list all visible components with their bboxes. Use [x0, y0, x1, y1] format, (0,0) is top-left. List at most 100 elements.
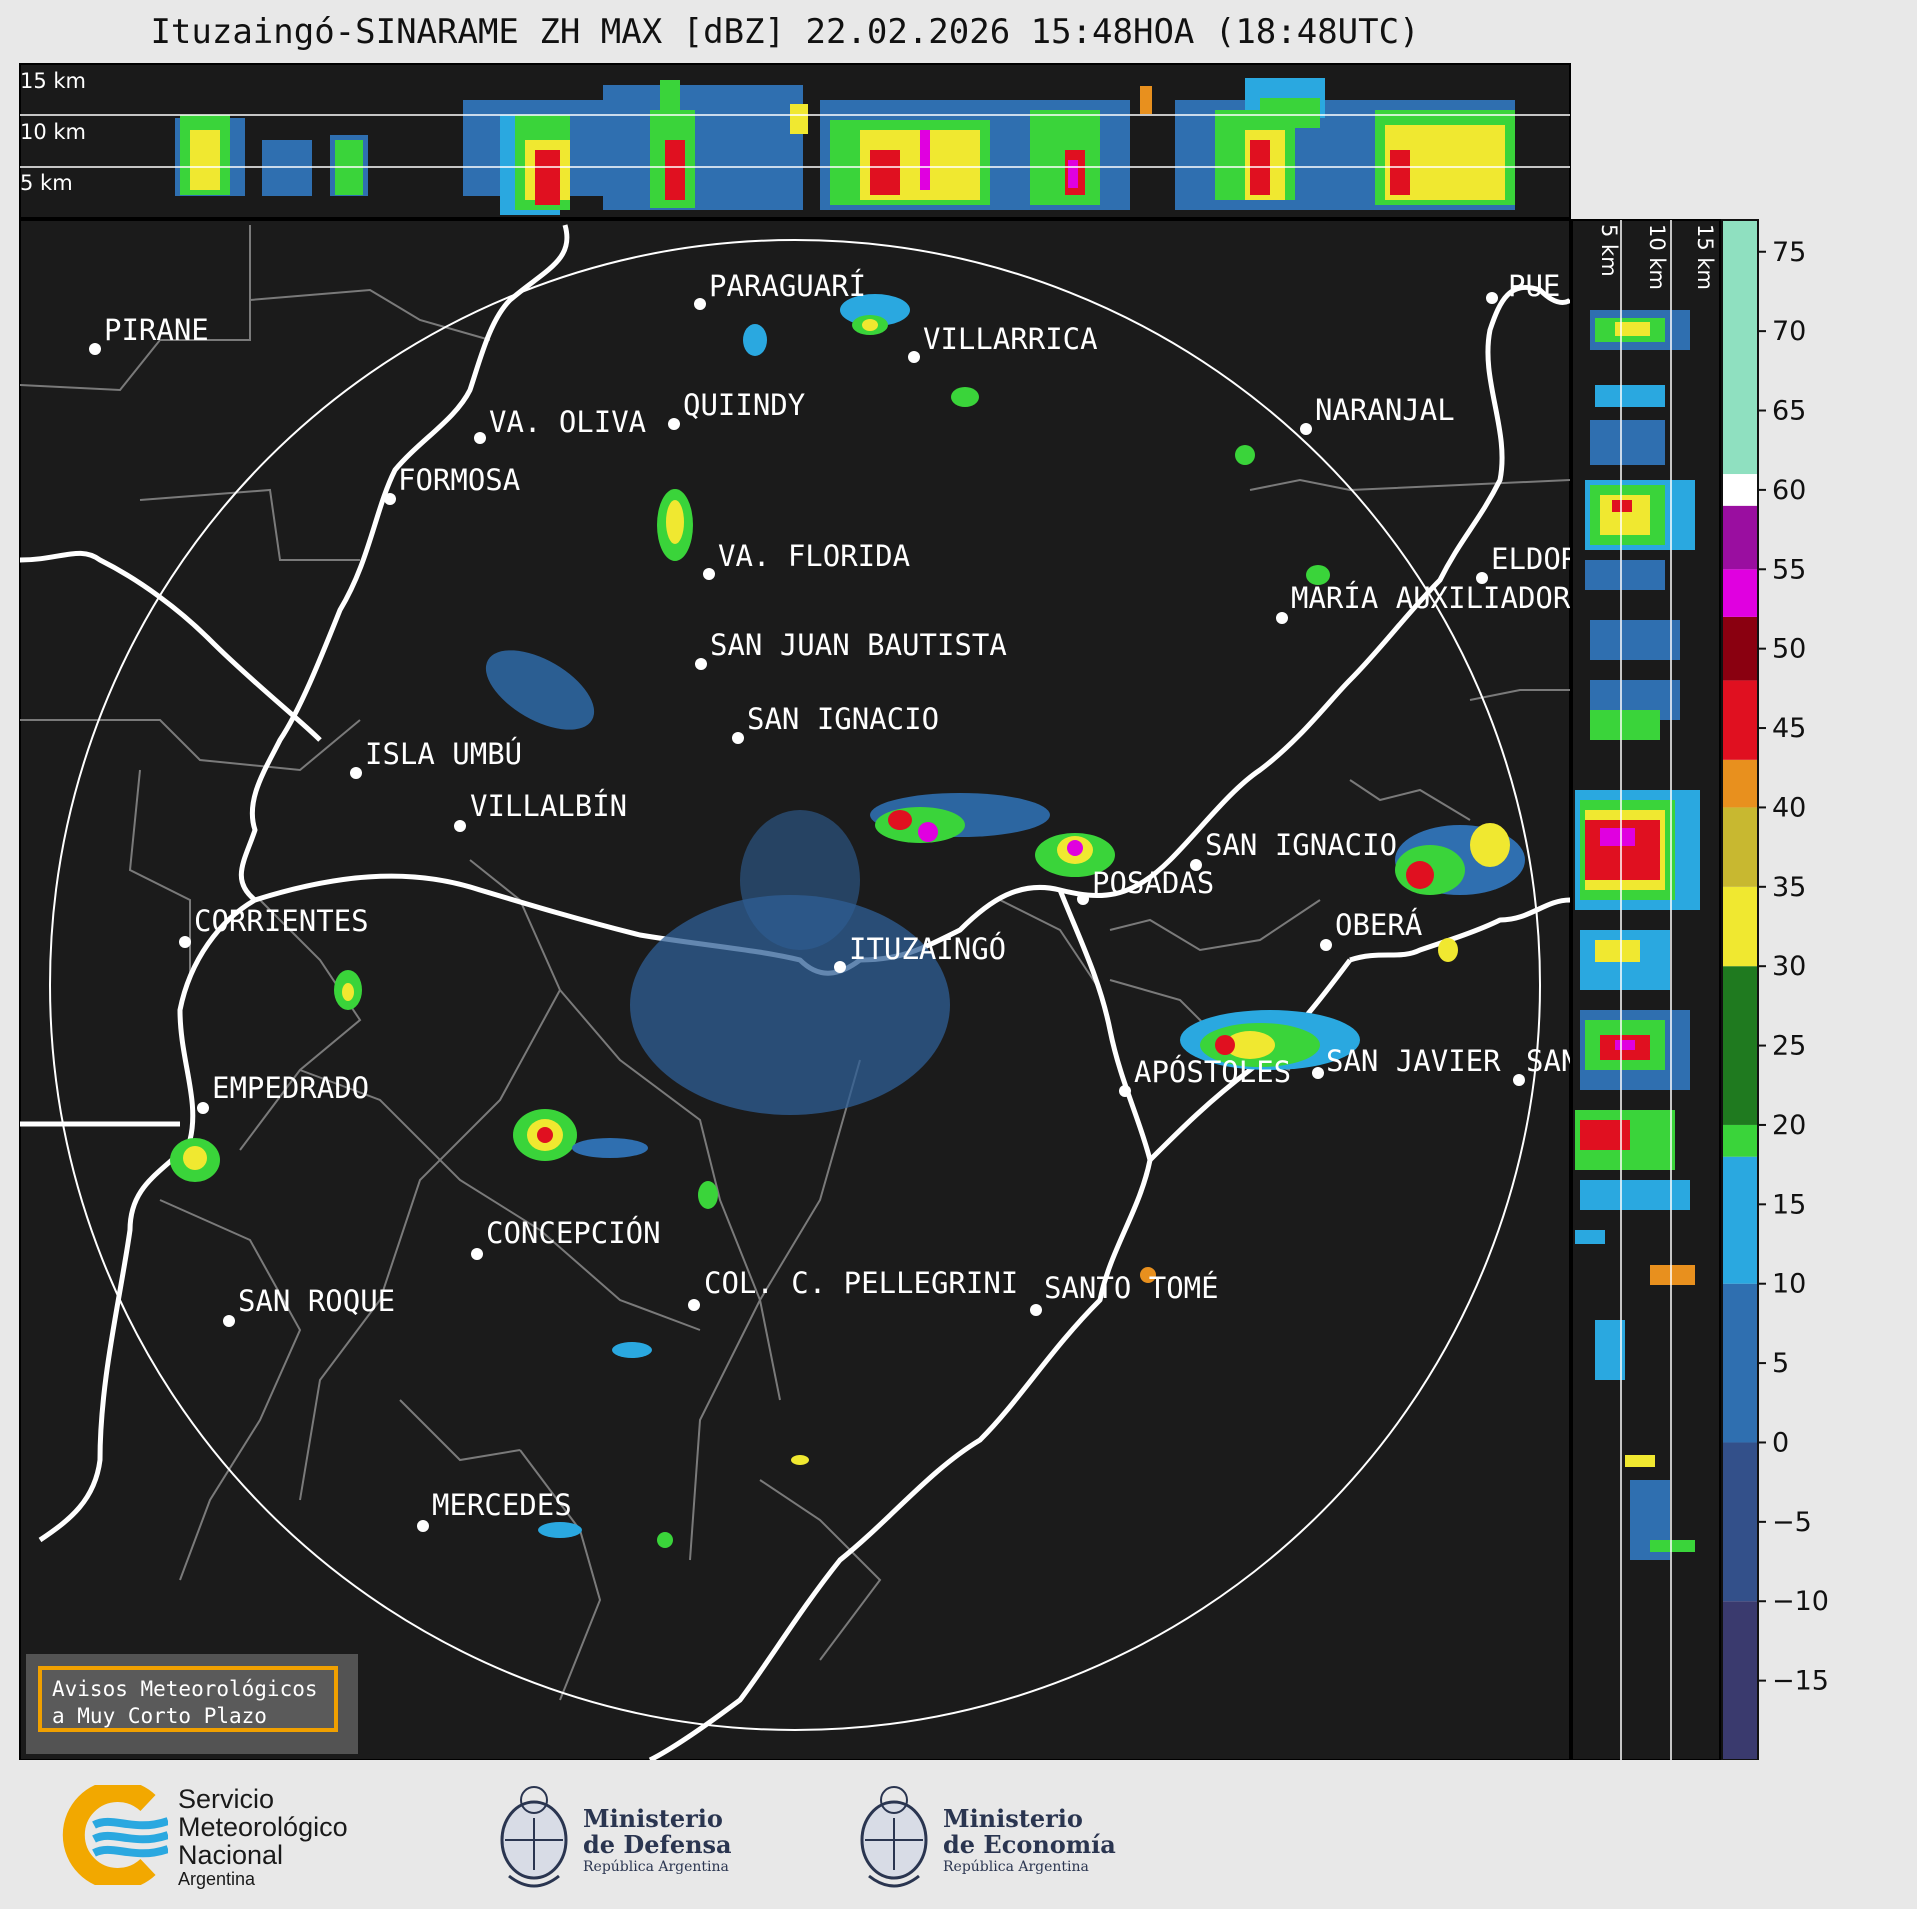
city-label: SAN JUAN BAUTISTA [710, 628, 1007, 662]
radar-range-ring [49, 239, 1541, 1731]
colorbar-tick-label: 55 [1772, 554, 1806, 585]
colorbar-segment [1722, 505, 1758, 570]
city-label: PIRANE [104, 313, 209, 347]
economia-line-2: de Economía [943, 1830, 1116, 1859]
city-label: VILLARRICA [923, 322, 1098, 356]
side-profile-echoes [1575, 310, 1700, 1560]
colorbar-segment [1722, 616, 1758, 681]
colorbar-tick-label: 10 [1772, 1269, 1806, 1300]
city-label: FORMOSA [398, 463, 520, 497]
defensa-line-3: República Argentina [583, 1859, 729, 1875]
city-markers [89, 292, 1525, 1532]
colorbar-segment [1722, 807, 1758, 887]
city-label: QUIINDY [683, 388, 805, 422]
city-labels: PARAGUARÍ PIRANE VILLARRICA QUIINDY VA. … [104, 269, 1579, 1522]
economia-logo: Ministerio de Economía República Argenti… [855, 1778, 1135, 1896]
city-label: VA. FLORIDA [718, 539, 910, 573]
city-label: ITUZAINGÓ [849, 932, 1006, 966]
smn-logo: Servicio Meteorológico Nacional Argentin… [58, 1785, 398, 1895]
city-label: ELDOR [1491, 542, 1579, 576]
city-label: SAN ROQUE [238, 1284, 395, 1318]
colorbar-tick-label: −5 [1772, 1507, 1812, 1538]
colorbar-tick-label: 35 [1772, 872, 1806, 903]
rivers-and-borders [20, 224, 1570, 1760]
colorbar-tick-label: −15 [1772, 1666, 1829, 1697]
colorbar-tick-label: 20 [1772, 1110, 1806, 1141]
radar-figure: 15 km 10 km 5 km [19, 63, 1829, 1760]
city-label: APÓSTOLES [1134, 1055, 1291, 1089]
colorbar-tick-label: 70 [1772, 316, 1806, 347]
smn-line-3: Nacional [178, 1840, 284, 1870]
city-label: PARAGUARÍ [709, 269, 866, 303]
colorbar-tick-label: 45 [1772, 713, 1806, 744]
colorbar-tick-label: 25 [1772, 1031, 1806, 1062]
economia-line-3: República Argentina [943, 1859, 1089, 1875]
colorbar-tick-label: 50 [1772, 634, 1806, 665]
city-label: CONCEPCIÓN [486, 1216, 661, 1250]
colorbar-segment [1722, 759, 1758, 808]
page-title: Ituzaingó-SINARAME ZH MAX [dBZ] 22.02.20… [150, 12, 1420, 52]
colorbar-segment [1722, 1156, 1758, 1284]
colorbar-segment [1722, 474, 1758, 506]
national-coat-of-arms-icon [500, 1786, 568, 1888]
colorbar-segment [1722, 886, 1758, 967]
top-height-label-15km: 15 km [20, 69, 86, 93]
colorbar-segment [1722, 966, 1758, 1125]
colorbar-tick-label: 0 [1772, 1427, 1789, 1458]
radar-map: PARAGUARÍ PIRANE VILLARRICA QUIINDY VA. … [19, 219, 1579, 1760]
side-height-label-10km: 10 km [1645, 224, 1669, 290]
city-label: EMPEDRADO [212, 1071, 369, 1105]
national-coat-of-arms-icon [860, 1786, 928, 1888]
city-label: SAN IGNACIO [1205, 828, 1397, 862]
smn-line-2: Meteorológico [178, 1812, 348, 1842]
side-height-label-15km: 15 km [1693, 224, 1717, 290]
colorbar-segment [1722, 1124, 1758, 1157]
side-height-label-5km: 5 km [1597, 224, 1621, 277]
colorbar-segment [1722, 680, 1758, 760]
colorbar-segment [1722, 569, 1758, 617]
colorbar-segment [1722, 220, 1758, 475]
city-label: POSADAS [1092, 866, 1214, 900]
city-label: VA. OLIVA [489, 405, 646, 439]
notice-line-1: Avisos Meteorológicos [52, 1677, 318, 1701]
colorbar-segment [1722, 1442, 1758, 1602]
city-label: ISLA UMBÚ [365, 737, 522, 771]
colorbar-segment [1722, 1283, 1758, 1443]
city-label: SAN JAVIER [1326, 1044, 1501, 1078]
smn-emblem-icon [62, 1785, 168, 1885]
top-height-profile: 15 km 10 km 5 km [19, 63, 1571, 219]
colorbar-tick-label: 40 [1772, 792, 1806, 823]
colorbar-tick-label: 75 [1772, 237, 1806, 268]
city-label: VILLALBÍN [470, 789, 627, 823]
city-label: SAN IGNACIO [747, 702, 939, 736]
city-label: MERCEDES [432, 1488, 572, 1522]
city-label: MARÍA AUXILIADOR [1291, 581, 1571, 615]
colorbar-tick-label: 15 [1772, 1189, 1806, 1220]
economia-line-1: Ministerio [943, 1804, 1083, 1833]
colorbar-tick-label: 60 [1772, 475, 1806, 506]
city-label: COL. C. PELLEGRINI [704, 1266, 1018, 1300]
city-label: SAN [1526, 1044, 1578, 1078]
colorbar-tick-label: −10 [1772, 1586, 1829, 1617]
city-label: OBERÁ [1335, 908, 1422, 942]
top-profile-echoes [175, 78, 1515, 215]
side-height-profile: 5 km 10 km 15 km [1571, 219, 1721, 1760]
city-label: PUE [1508, 269, 1560, 303]
colorbar-segment [1722, 1601, 1758, 1760]
smn-line-4: Argentina [178, 1869, 256, 1889]
colorbar-tick-label: 65 [1772, 396, 1806, 427]
notice-box: Avisos Meteorológicos a Muy Corto Plazo [38, 1666, 338, 1732]
colorbar-tick-label: 5 [1772, 1348, 1789, 1379]
defensa-line-1: Ministerio [583, 1804, 723, 1833]
defensa-logo: Ministerio de Defensa República Argentin… [495, 1778, 755, 1896]
top-height-label-5km: 5 km [20, 171, 73, 195]
city-label: CORRIENTES [194, 904, 369, 938]
notice-line-2: a Muy Corto Plazo [52, 1704, 267, 1728]
defensa-line-2: de Defensa [583, 1830, 732, 1859]
smn-line-1: Servicio [178, 1784, 275, 1814]
colorbar-tick-label: 30 [1772, 951, 1806, 982]
colorbar-segments [1722, 220, 1758, 1760]
city-label: SANTO TOMÉ [1044, 1271, 1219, 1305]
